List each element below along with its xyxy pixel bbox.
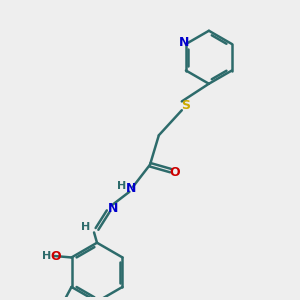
Text: O: O bbox=[51, 250, 61, 262]
Text: S: S bbox=[181, 99, 190, 112]
Text: N: N bbox=[107, 202, 118, 215]
Text: O: O bbox=[170, 166, 180, 178]
Text: H: H bbox=[117, 181, 127, 191]
Text: H: H bbox=[81, 222, 90, 232]
Text: H: H bbox=[42, 251, 51, 261]
Text: N: N bbox=[126, 182, 136, 195]
Text: N: N bbox=[179, 36, 190, 49]
